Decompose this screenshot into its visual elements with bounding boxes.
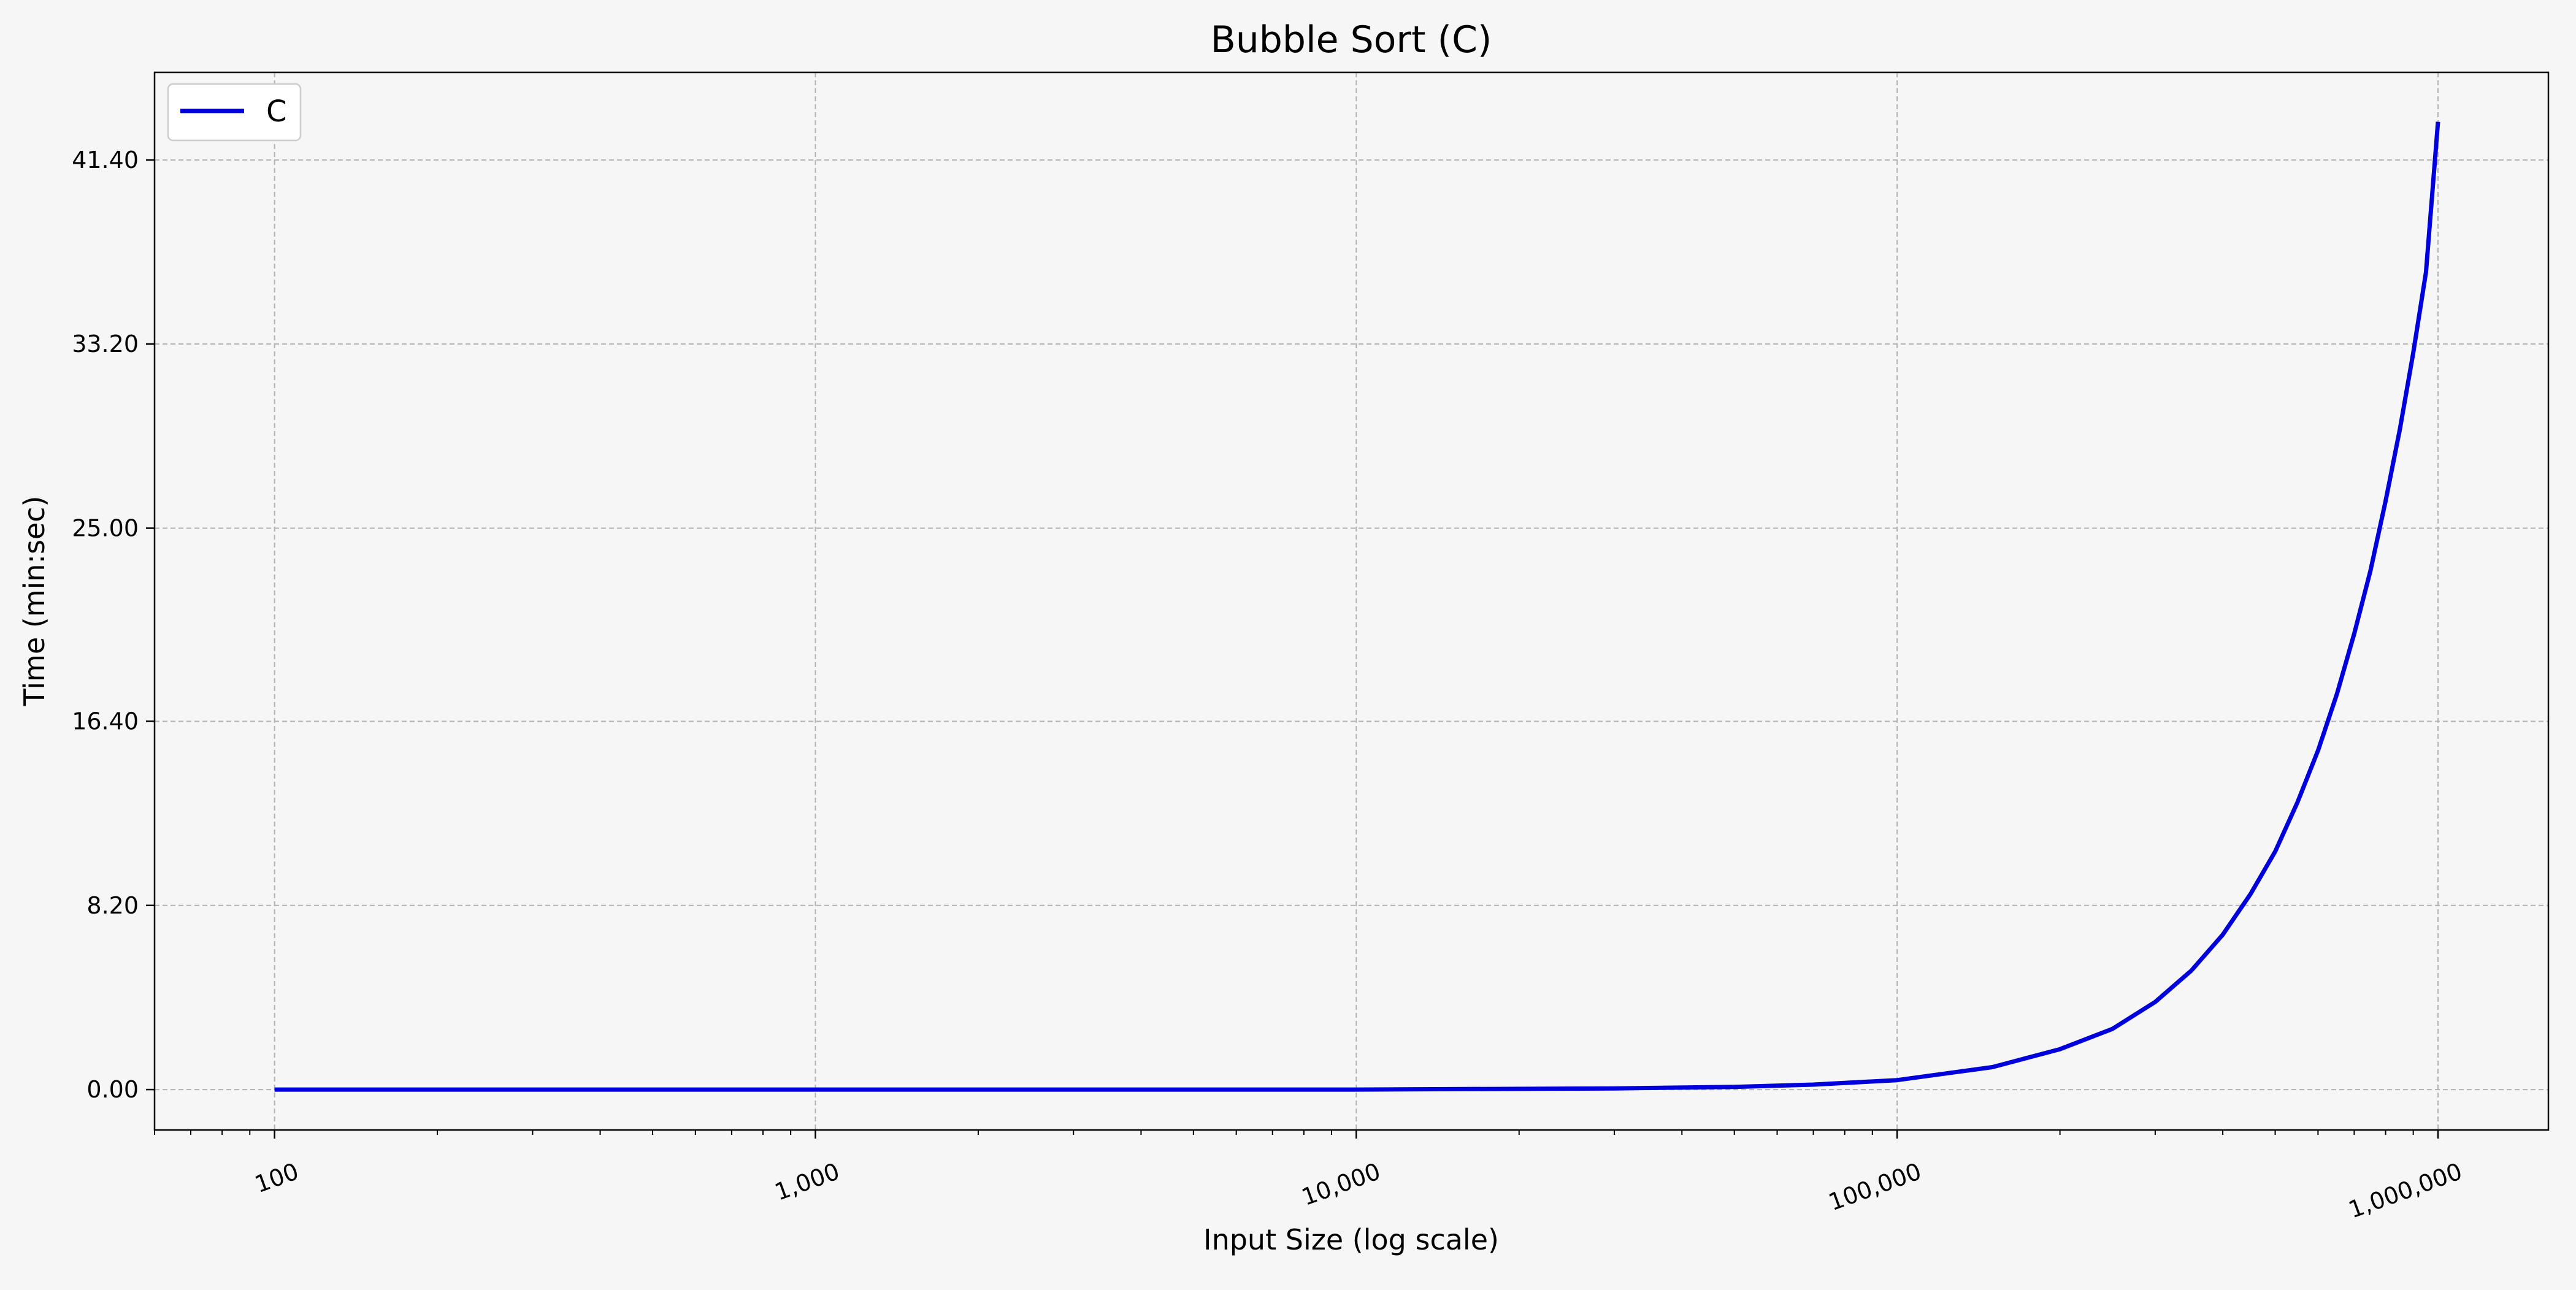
x-axis-label: Input Size (log scale) bbox=[1203, 1223, 1499, 1256]
legend: C bbox=[167, 83, 302, 142]
x-tick-label: 100 bbox=[251, 1158, 302, 1198]
series-line-c bbox=[274, 121, 2440, 1092]
plot-frame bbox=[153, 71, 2550, 1131]
x-tick-label: 1,000,000 bbox=[2345, 1158, 2466, 1223]
y-axis-label: Time (min:sec) bbox=[18, 496, 51, 707]
y-tick-label: 25.00 bbox=[72, 514, 139, 541]
plot-area bbox=[155, 72, 2548, 1130]
series-layer bbox=[274, 121, 2440, 1092]
chart-title: Bubble Sort (C) bbox=[1211, 18, 1492, 61]
grid-layer bbox=[155, 72, 2548, 1130]
y-tick-label: 16.40 bbox=[72, 708, 139, 735]
y-tick-label: 41.40 bbox=[72, 147, 139, 174]
x-tick-label: 1,000 bbox=[771, 1158, 843, 1206]
x-tick-label: 100,000 bbox=[1825, 1158, 1925, 1216]
y-tick-label: 0.00 bbox=[86, 1076, 139, 1103]
y-tick-label: 8.20 bbox=[86, 892, 139, 919]
y-tick-label: 33.20 bbox=[72, 330, 139, 357]
legend-label: C bbox=[266, 94, 287, 129]
x-tick-label: 10,000 bbox=[1298, 1158, 1384, 1211]
